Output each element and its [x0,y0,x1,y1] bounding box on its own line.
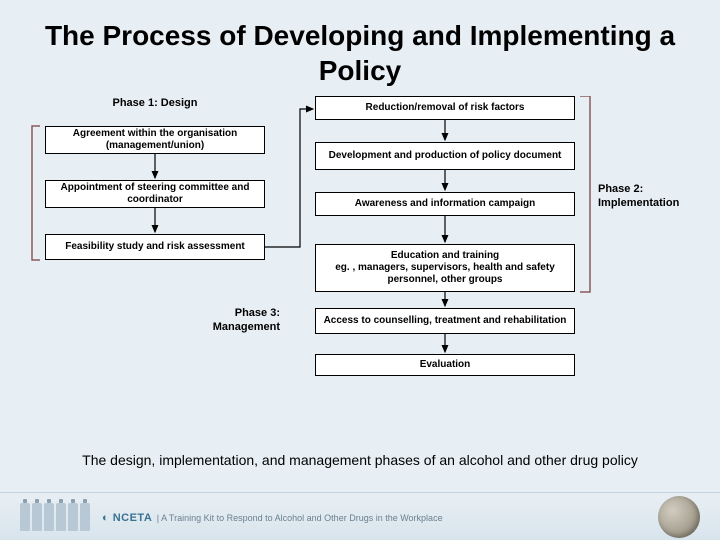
box-education: Education and training eg. , managers, s… [315,244,575,292]
footer-bar: ◐ NCETA | A Training Kit to Respond to A… [0,492,720,540]
org-tagline: | A Training Kit to Respond to Alcohol a… [157,513,443,523]
box-feasibility: Feasibility study and risk assessment [45,234,265,260]
disc-icon [658,496,700,538]
box-reduction: Reduction/removal of risk factors [315,96,575,120]
box-evaluation: Evaluation [315,354,575,376]
box-awareness: Awareness and information campaign [315,192,575,216]
box-development: Development and production of policy doc… [315,142,575,170]
org-name: ◐ NCETA [102,512,152,524]
box-agreement: Agreement within the organisation (manag… [45,126,265,154]
box-appointment: Appointment of steering committee and co… [45,180,265,208]
phase3-label: Phase 3: Management [190,306,280,335]
box-access: Access to counselling, treatment and reh… [315,308,575,334]
flow-diagram: Phase 1: Design Agreement within the org… [0,96,720,446]
phase1-label: Phase 1: Design [95,96,215,110]
page-title: The Process of Developing and Implementi… [0,0,720,96]
bottles-icon [20,503,90,531]
caption-text: The design, implementation, and manageme… [0,446,720,474]
footer-text: ◐ NCETA | A Training Kit to Respond to A… [102,508,443,526]
phase2-label: Phase 2: Implementation [598,182,718,211]
